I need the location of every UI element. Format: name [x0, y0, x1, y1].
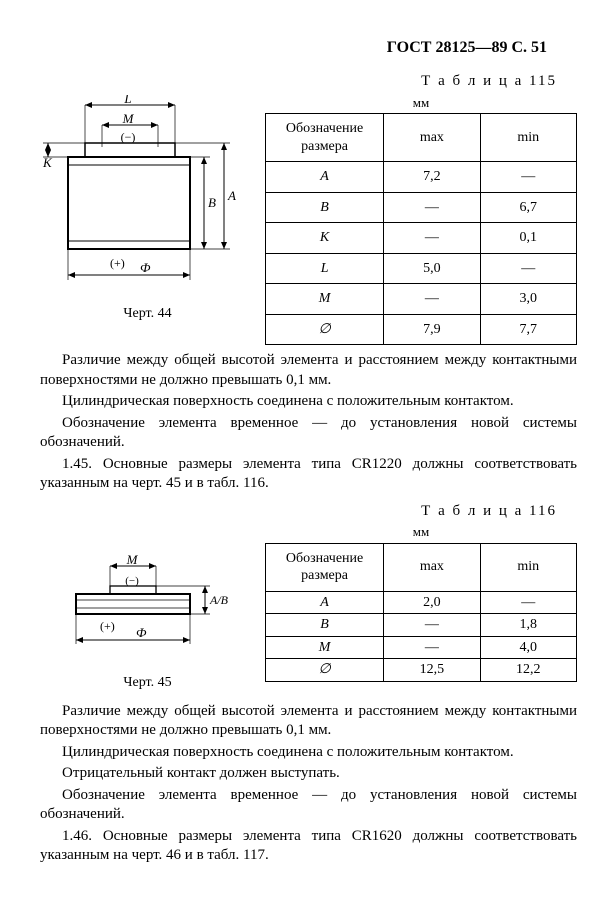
figure-44: L M (−) — [40, 95, 250, 295]
table-116-col1: max — [384, 543, 480, 591]
svg-text:(+): (+) — [100, 619, 115, 633]
table-cell: 12,5 — [384, 659, 480, 682]
svg-text:(+): (+) — [110, 256, 125, 270]
table-cell: ∅ — [266, 314, 384, 345]
paragraph: Различие между общей высотой элемента и … — [40, 351, 577, 390]
table-cell: 1,8 — [480, 614, 576, 637]
figure-44-caption: Черт. 44 — [40, 305, 255, 323]
paragraph: Цилиндрическая поверхность соединена с п… — [40, 392, 577, 412]
table-cell: A — [266, 162, 384, 193]
paragraph: 1.46. Основные размеры элемента типа CR1… — [40, 827, 577, 866]
table-cell: ∅ — [266, 659, 384, 682]
table-cell: — — [384, 614, 480, 637]
table-115-col2: min — [480, 114, 576, 162]
table-cell: 12,2 — [480, 659, 576, 682]
svg-text:L: L — [123, 95, 131, 106]
table-115-col1: max — [384, 114, 480, 162]
table-cell: 4,0 — [480, 636, 576, 659]
table-cell: 3,0 — [480, 284, 576, 315]
table-cell: 0,1 — [480, 223, 576, 254]
table-cell: — — [384, 223, 480, 254]
paragraph: Цилиндрическая поверхность соединена с п… — [40, 743, 577, 763]
table-cell: 7,9 — [384, 314, 480, 345]
svg-text:Ф: Ф — [136, 625, 147, 640]
table-cell: M — [266, 284, 384, 315]
table-116-col0: Обозначение размера — [266, 543, 384, 591]
table-cell: — — [384, 636, 480, 659]
table-115: Обозначение размера max min A7,2— B—6,7 … — [265, 113, 577, 345]
svg-text:A/B: A/B — [209, 593, 229, 607]
table-cell: B — [266, 614, 384, 637]
table-cell: — — [480, 162, 576, 193]
svg-text:(−): (−) — [125, 575, 139, 587]
svg-text:B: B — [208, 195, 216, 210]
table-cell: — — [480, 591, 576, 614]
table-cell: 6,7 — [480, 192, 576, 223]
paragraph: Различие между общей высотой элемента и … — [40, 702, 577, 741]
figure-45: M (−) A/B (+) — [40, 554, 240, 664]
svg-text:A: A — [227, 188, 236, 203]
svg-text:M: M — [122, 111, 135, 126]
table-cell: 5,0 — [384, 253, 480, 284]
svg-text:K: K — [42, 155, 53, 170]
table-cell: — — [384, 284, 480, 315]
table-cell: 2,0 — [384, 591, 480, 614]
table-cell: L — [266, 253, 384, 284]
table-cell: — — [384, 192, 480, 223]
paragraph: Отрицательный контакт должен выступать. — [40, 764, 577, 784]
paragraph: Обозначение элемента временное — до уста… — [40, 786, 577, 825]
svg-text:(−): (−) — [121, 130, 136, 144]
svg-text:Ф: Ф — [140, 260, 151, 275]
table-115-col0: Обозначение размера — [266, 114, 384, 162]
paragraph: 1.45. Основные размеры элемента типа CR1… — [40, 455, 577, 494]
table-115-unit: мм — [265, 95, 577, 111]
table-116-label: Т а б л и ц а 116 — [40, 502, 577, 521]
table-116: Обозначение размера max min A2,0— B—1,8 … — [265, 543, 577, 682]
table-cell: M — [266, 636, 384, 659]
figure-45-caption: Черт. 45 — [40, 674, 255, 692]
table-cell: K — [266, 223, 384, 254]
table-cell: — — [480, 253, 576, 284]
table-cell: 7,7 — [480, 314, 576, 345]
table-cell: 7,2 — [384, 162, 480, 193]
table-cell: A — [266, 591, 384, 614]
gost-header: ГОСТ 28125—89 С. 51 — [40, 38, 577, 58]
table-116-col2: min — [480, 543, 576, 591]
table-115-label: Т а б л и ц а 115 — [40, 72, 577, 91]
table-cell: B — [266, 192, 384, 223]
table-116-unit: мм — [265, 524, 577, 540]
svg-text:M: M — [126, 554, 139, 567]
paragraph: Обозначение элемента временное — до уста… — [40, 414, 577, 453]
